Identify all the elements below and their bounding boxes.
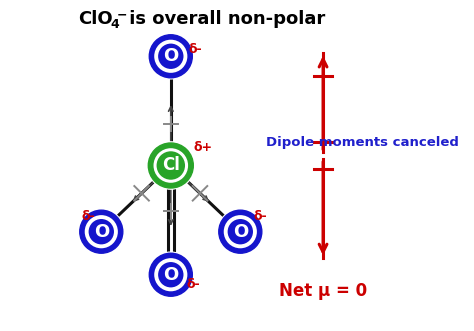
Circle shape: [147, 142, 194, 189]
Circle shape: [80, 210, 123, 253]
Text: Cl: Cl: [162, 157, 180, 174]
Text: Net μ = 0: Net μ = 0: [279, 282, 367, 300]
Text: O: O: [233, 223, 248, 241]
Text: O: O: [163, 266, 178, 284]
Text: δ-: δ-: [187, 278, 201, 291]
Text: O: O: [94, 223, 109, 241]
Circle shape: [148, 34, 193, 79]
Circle shape: [149, 253, 192, 296]
Text: δ+: δ+: [193, 141, 212, 154]
Text: δ-: δ-: [188, 43, 201, 56]
Circle shape: [149, 35, 192, 78]
Text: Dipole moments canceled: Dipole moments canceled: [266, 136, 459, 149]
Circle shape: [148, 143, 193, 188]
Text: δ-: δ-: [82, 210, 95, 223]
Text: ClO: ClO: [78, 10, 113, 28]
Text: δ-: δ-: [254, 210, 267, 223]
Text: −: −: [117, 8, 128, 21]
Text: is overall non-polar: is overall non-polar: [123, 10, 325, 28]
Circle shape: [219, 210, 262, 253]
Text: 4: 4: [110, 18, 119, 31]
Circle shape: [148, 252, 193, 297]
Circle shape: [79, 209, 124, 254]
Text: O: O: [163, 47, 178, 65]
Circle shape: [218, 209, 263, 254]
